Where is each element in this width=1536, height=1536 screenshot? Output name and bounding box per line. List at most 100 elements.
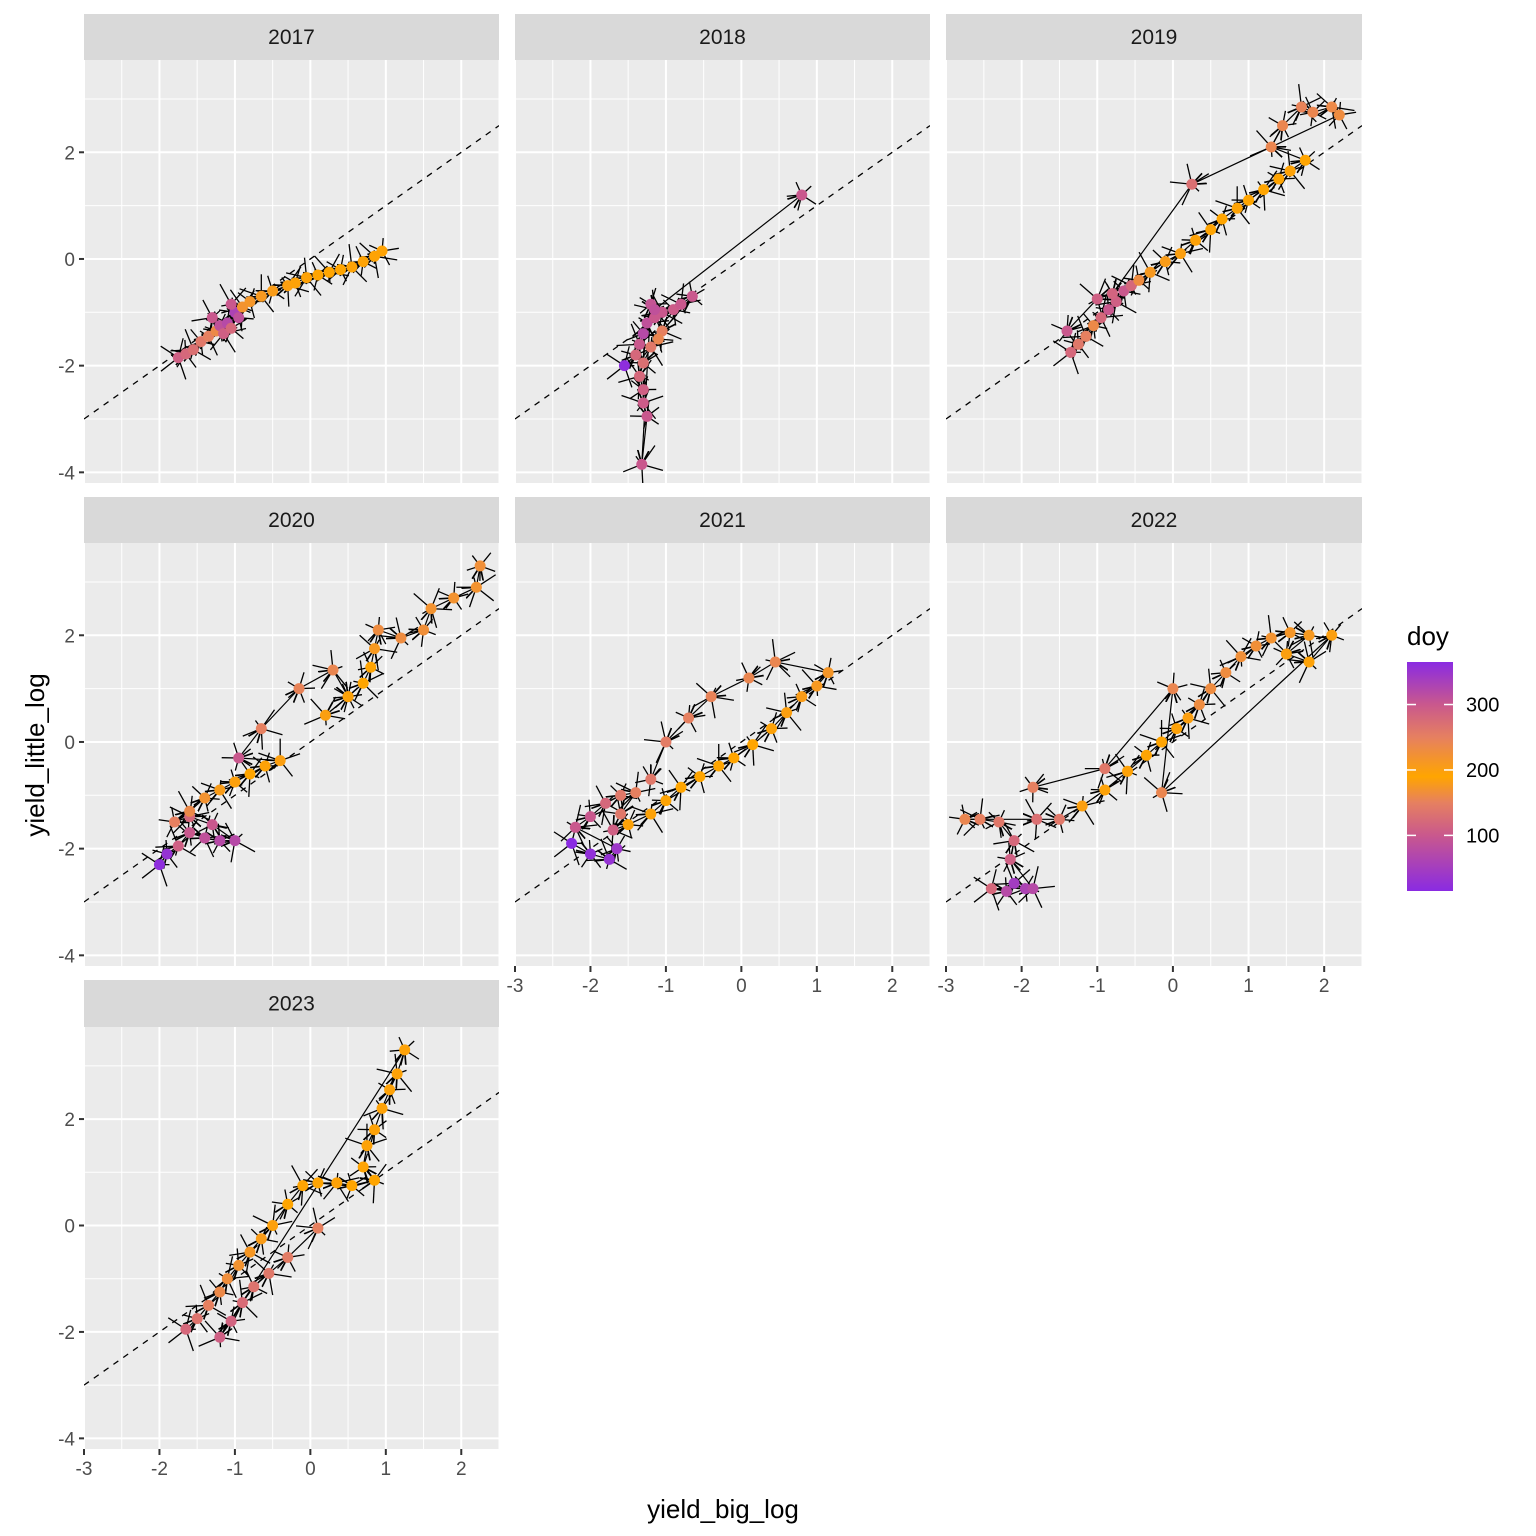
data-point <box>743 672 755 684</box>
trajectory-segment <box>1308 635 1332 663</box>
x-tick-label: 1 <box>381 1459 392 1480</box>
strip-background <box>84 14 499 60</box>
data-point <box>357 256 369 268</box>
data-point <box>1190 234 1202 246</box>
data-point <box>229 835 241 847</box>
data-point <box>187 344 199 356</box>
data-point <box>199 792 211 804</box>
x-tick-label: -3 <box>938 976 955 997</box>
data-point <box>203 1299 214 1311</box>
data-point <box>1307 106 1319 118</box>
reference-line <box>84 125 499 420</box>
strip-background <box>946 497 1362 543</box>
data-point <box>728 752 740 764</box>
data-point <box>1053 813 1065 825</box>
x-tick-label: 0 <box>1168 976 1179 997</box>
y-axis-title: yield_little_log <box>20 673 50 836</box>
data-point <box>1027 781 1039 793</box>
data-point <box>282 1251 294 1263</box>
data-point <box>1299 154 1311 166</box>
data-point <box>1133 274 1145 286</box>
y-tick-label: 0 <box>64 733 75 754</box>
trajectory-segment <box>1033 768 1105 788</box>
data-point <box>293 683 305 695</box>
data-point <box>259 760 271 772</box>
panel-background <box>946 543 1362 966</box>
y-tick-label: 0 <box>64 1216 75 1237</box>
data-point <box>342 691 354 703</box>
data-point <box>634 370 645 382</box>
data-point <box>395 632 407 644</box>
trajectory-segment <box>238 729 262 759</box>
data-point <box>630 787 642 799</box>
data-point <box>376 1102 388 1114</box>
x-axis-title: yield_big_log <box>647 1494 799 1524</box>
data-point <box>637 328 649 340</box>
data-point <box>1099 763 1111 775</box>
data-point <box>255 1233 267 1245</box>
data-point <box>603 853 615 865</box>
panel-plot-area <box>84 125 499 420</box>
data-point <box>1205 224 1217 236</box>
data-point <box>1099 784 1111 796</box>
reference-line <box>515 125 930 420</box>
trajectory-segment <box>1067 298 1098 331</box>
data-point <box>233 752 245 764</box>
data-point <box>600 797 612 809</box>
data-point <box>244 1246 256 1258</box>
data-point <box>225 298 237 310</box>
data-point <box>289 277 301 289</box>
panel-2017: 2017 -4 -2 0 2 <box>58 14 500 484</box>
data-point <box>214 1331 226 1343</box>
data-point <box>1273 173 1285 185</box>
x-tick-label: 1 <box>812 976 823 997</box>
data-point <box>959 813 971 825</box>
panel-2023: 2023 -4 -2 0 2 -3 -2 -1 0 1 2 <box>58 980 500 1480</box>
x-tick-label: -1 <box>1089 976 1106 997</box>
data-point <box>372 624 384 636</box>
panel-2020: 2020 -4 -2 0 2 <box>58 497 500 967</box>
data-point <box>214 1286 226 1298</box>
data-point <box>1065 346 1077 358</box>
data-point <box>335 264 347 276</box>
data-point <box>637 357 649 369</box>
data-point <box>312 269 324 281</box>
data-point <box>448 592 460 604</box>
trajectory-segment <box>654 195 802 311</box>
data-point <box>694 771 706 783</box>
data-point <box>357 677 369 689</box>
data-point <box>282 1198 294 1210</box>
data-point <box>766 723 778 735</box>
data-point <box>660 736 672 748</box>
strip-background <box>515 14 930 60</box>
data-point <box>649 304 661 316</box>
strip-label: 2021 <box>699 509 746 532</box>
data-point <box>255 290 267 302</box>
reference-line <box>84 1091 499 1386</box>
data-point <box>319 709 331 721</box>
data-point <box>615 808 627 820</box>
data-point <box>369 643 380 655</box>
data-point <box>1080 330 1092 342</box>
y-tick-label: 2 <box>64 1110 75 1131</box>
data-point <box>221 1273 233 1285</box>
data-point <box>974 813 986 825</box>
data-point <box>1174 248 1186 260</box>
data-point <box>641 410 653 422</box>
data-point <box>274 755 286 767</box>
data-point <box>1284 165 1296 177</box>
data-point <box>637 384 649 396</box>
data-point <box>675 781 687 793</box>
data-point <box>584 811 596 823</box>
x-tick-label: 2 <box>456 1459 467 1480</box>
x-tick-label: 1 <box>1243 976 1254 997</box>
y-tick-label: 2 <box>64 626 75 647</box>
data-point <box>769 656 781 668</box>
data-point <box>1326 101 1338 113</box>
data-point <box>1103 304 1115 316</box>
x-tick-label: -2 <box>1013 976 1030 997</box>
data-point <box>1326 629 1338 641</box>
data-point <box>1284 627 1296 639</box>
data-point <box>297 1180 309 1192</box>
strip-background <box>84 980 499 1027</box>
